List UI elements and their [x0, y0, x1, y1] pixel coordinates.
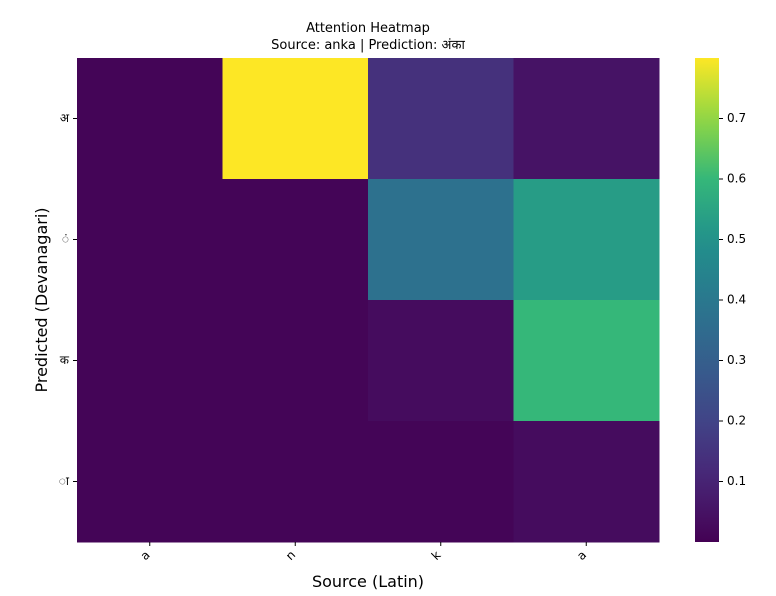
heatmap-cell: [368, 58, 514, 180]
colorbar-tick-label: 0.4: [727, 293, 746, 307]
y-axis-ticks: अं का: [59, 111, 77, 488]
y-tick-label: अ: [60, 111, 70, 125]
heatmap-cell: [368, 179, 514, 301]
heatmap-cell: [222, 300, 369, 422]
y-tick-label: ा: [59, 474, 70, 488]
heatmap-cell: [222, 179, 369, 301]
chart-title: Attention Heatmap: [306, 21, 430, 36]
chart-subtitle: Source: anka | Prediction: अंका: [271, 38, 465, 53]
colorbar-tick-label: 0.3: [727, 353, 746, 367]
heatmap-cell: [513, 179, 660, 301]
y-tick-label: ं: [62, 232, 69, 246]
x-tick-label: n: [283, 548, 298, 563]
colorbar: [695, 58, 719, 542]
heatmap-cells: [77, 58, 660, 543]
heatmap-cell: [222, 421, 369, 543]
colorbar-tick-label: 0.6: [727, 172, 746, 186]
heatmap-cell: [368, 300, 514, 422]
y-tick-label: क: [60, 353, 70, 367]
x-tick-label: k: [429, 548, 444, 563]
colorbar-tick-label: 0.5: [727, 232, 746, 246]
heatmap-cell: [77, 58, 223, 180]
x-tick-label: a: [138, 548, 153, 563]
x-tick-label: a: [574, 548, 589, 563]
heatmap-cell: [368, 421, 514, 543]
colorbar-tick-label: 0.1: [727, 474, 746, 488]
colorbar-ticks: 0.1 0.2 0.3 0.4 0.5 0.6 0.7: [719, 111, 746, 488]
heatmap-cell: [513, 300, 660, 422]
heatmap-cell: [77, 421, 223, 543]
heatmap-cell: [77, 179, 223, 301]
heatmap-cell: [513, 58, 660, 180]
heatmap-cell: [77, 300, 223, 422]
colorbar-tick-label: 0.2: [727, 414, 746, 428]
x-axis-label: Source (Latin): [312, 572, 424, 591]
colorbar-tick-label: 0.7: [727, 111, 746, 125]
heatmap-cell: [222, 58, 369, 180]
y-axis-label: Predicted (Devanagari): [32, 207, 51, 392]
heatmap-cell: [513, 421, 660, 543]
